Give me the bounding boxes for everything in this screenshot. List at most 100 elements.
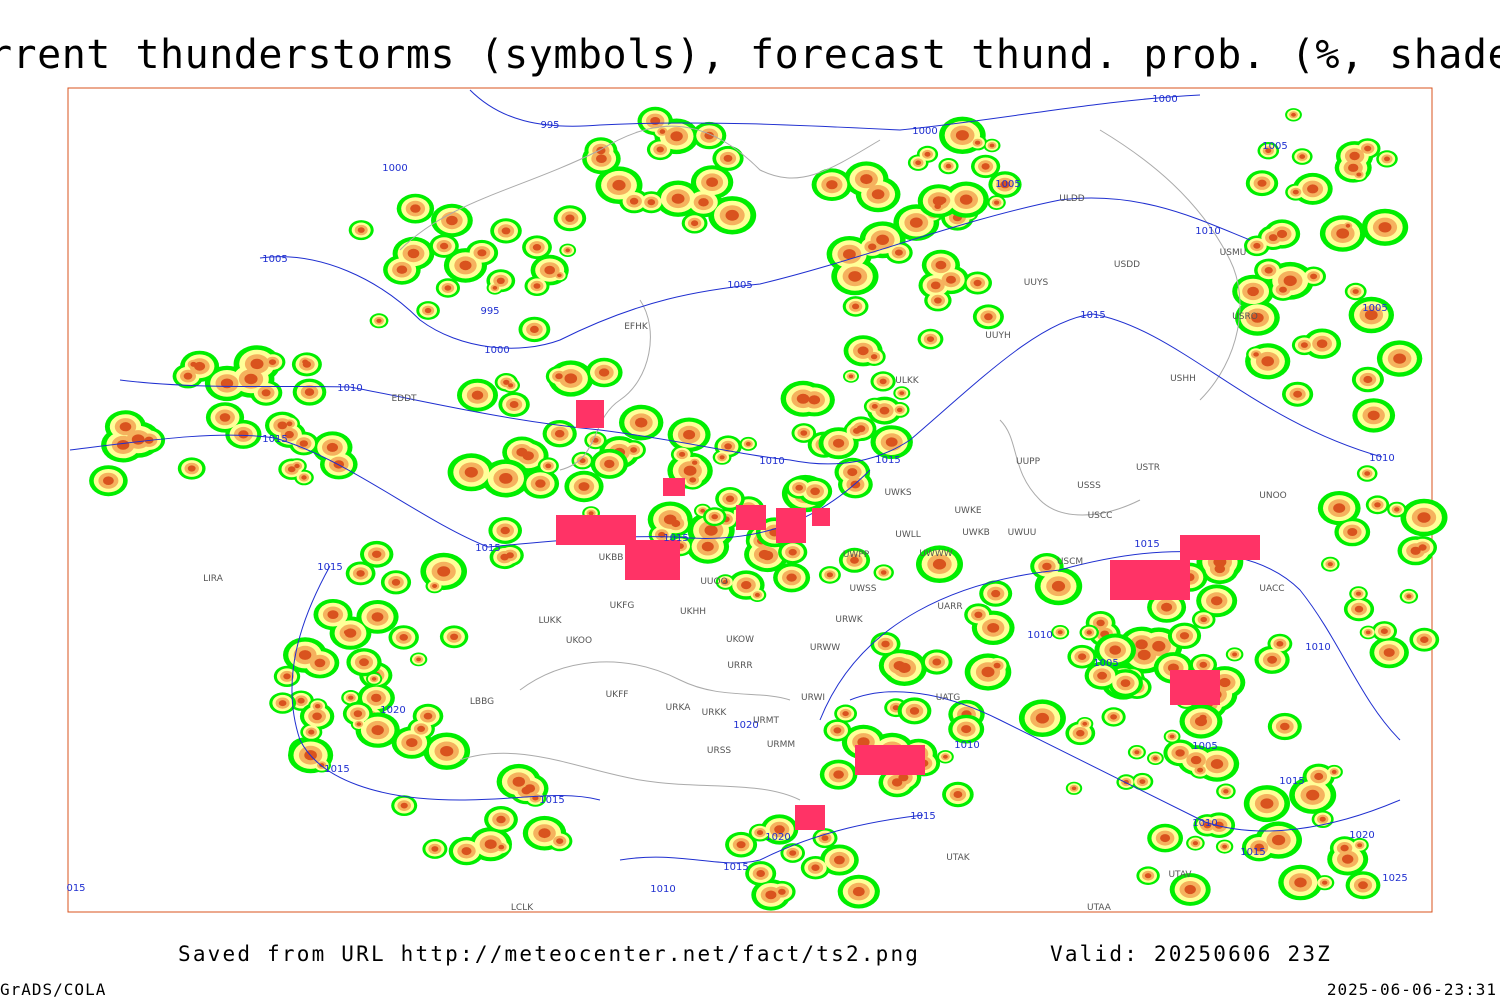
shade-blob [987,623,1000,633]
isobar-label: 1010 [650,884,675,895]
isobar [69,434,871,548]
shade-blob [1292,189,1299,195]
shade-blob [416,657,421,662]
shade-blob [1319,816,1326,822]
shade-blob [758,549,771,560]
shade-blob [1406,594,1412,599]
shade-blob [852,303,860,310]
shade-blob [509,401,519,408]
shade-blob [1264,267,1273,274]
shade-blob [1096,619,1105,627]
shade-blob [1232,652,1238,657]
station-label: USMU [1220,248,1247,258]
shade-blob [848,374,854,379]
map-labels: 995 1000 1000 1000 1005 1005 1005 1005 1005 995 10… [66,94,1407,913]
shade-blob [565,214,575,222]
isobar-label: 1015 [539,795,564,806]
shade-blob [961,725,972,734]
shade-blob [853,427,861,434]
shade-blob [1322,880,1328,885]
station-label: LBBG [470,697,494,707]
shade-blob [943,754,948,759]
shade-blob [545,463,552,469]
shade-blob [314,658,326,668]
shade-blob [981,666,995,678]
storm-symbol [663,478,685,496]
shade-blob [959,194,973,205]
shade-blob [238,430,249,439]
shade-blob [647,199,656,206]
shade-blob [935,260,947,270]
shade-blob [1071,786,1077,791]
station-label: UTAV [1168,870,1192,880]
isobar-label: 1005 [1262,141,1287,152]
shade-blob [1197,767,1204,773]
shade-blob [891,778,903,787]
shade-blob [826,180,838,190]
station-label: ULKK [895,376,920,386]
isobar-label: 1020 [765,832,790,843]
shade-blob [1333,503,1346,513]
shade-blob [1358,881,1368,890]
shade-blob [446,215,458,226]
shade-blob [635,417,648,428]
station-label: EFHK [624,322,649,332]
shade-blob [670,131,683,142]
shade-blob [704,131,714,140]
shade-blob [850,480,861,489]
shade-blob [461,847,472,856]
shade-blob [1179,632,1190,640]
shade-blob [1363,375,1373,384]
coastline [459,752,801,801]
shade-blob [431,846,439,852]
isobar-label: 1010 [1195,226,1220,237]
shade-blob [294,463,300,469]
shade-blob [722,579,729,585]
isobar-label: 1010 [759,456,784,467]
isobar-label: 1000 [484,345,509,356]
station-label: USRO [1232,312,1258,322]
shade-blob [896,407,903,413]
isobar-label: 1025 [1382,873,1407,884]
shade-blob [131,434,145,445]
station-label: UKOW [726,635,754,645]
shade-blob [934,297,942,304]
station-label: UWSS [850,584,877,594]
shade-blob [993,662,1001,669]
isobar-label: 1005 [995,179,1020,190]
shade-blob [871,189,885,200]
shade-blob [530,325,539,333]
shade-blob [1347,528,1358,536]
shade-blob [870,354,878,360]
shade-blob [407,248,420,259]
shade-blob [789,850,797,856]
shade-blob [974,611,983,618]
shade-blob [284,430,294,439]
shade-blob [506,552,514,559]
shade-blob [1097,671,1107,680]
shade-blob [843,249,856,260]
shade-blob [471,390,484,400]
shade-blob [1280,722,1290,731]
shade-blob [1035,712,1049,724]
shade-blob [692,460,698,465]
storm-symbol [1170,670,1220,705]
shade-blob [800,430,808,436]
shade-blob [532,244,542,251]
shade-blob [343,630,350,635]
shade-blob [934,203,941,209]
shade-blob [788,548,797,556]
station-label: URMT [753,716,780,726]
thunderstorm-symbols [556,400,1260,830]
shade-blob [683,429,696,440]
shade-blob [1190,755,1202,765]
shade-blob [1307,184,1319,194]
shade-blob [297,697,305,704]
shade-blob [909,707,920,715]
shade-blob [656,146,664,153]
shade-blob [450,633,459,640]
shade-blob [499,473,513,484]
isobar-label: 1005 [727,280,752,291]
shade-blob [1378,222,1392,233]
shade-blob [498,844,505,850]
